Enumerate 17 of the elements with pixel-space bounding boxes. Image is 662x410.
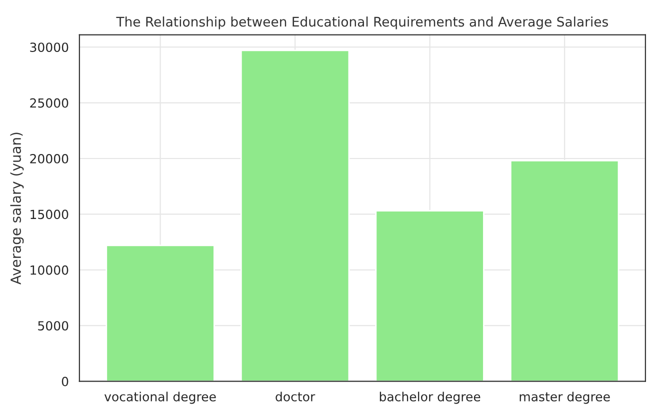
- y-tick-label: 5000: [38, 321, 68, 331]
- bar: [375, 210, 484, 382]
- y-axis-title: Average salary (yuan): [10, 132, 24, 285]
- x-tick-label: bachelor degree: [380, 392, 480, 404]
- x-tick-label: doctor: [276, 392, 316, 402]
- y-tick-label: 30000: [30, 42, 68, 52]
- y-tick-label: 15000: [30, 210, 68, 220]
- bar: [240, 50, 350, 382]
- bar: [106, 244, 215, 382]
- y-tick-label: 0: [62, 376, 68, 386]
- x-tick-label: vocational degree: [104, 392, 216, 404]
- x-tick-label: master degree: [520, 392, 610, 404]
- y-tick-label: 10000: [30, 265, 68, 275]
- y-tick-label: 20000: [30, 154, 68, 164]
- y-tick-label: 25000: [30, 98, 68, 108]
- bar: [510, 160, 620, 382]
- chart-title: The Relationship between Educational Requirements and Average Salaries: [116, 16, 608, 30]
